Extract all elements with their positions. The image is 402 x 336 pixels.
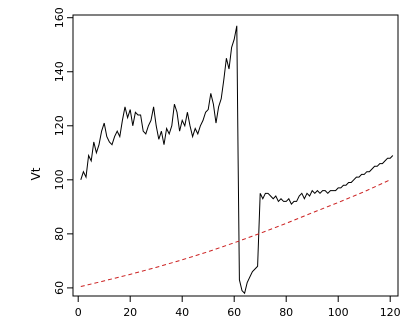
y-tick-label: 80 xyxy=(53,227,66,241)
x-axis: 0 20 40 60 80 100 120 xyxy=(75,296,401,319)
y-tick-label: 160 xyxy=(53,7,66,28)
series-layer xyxy=(80,25,394,295)
x-tick-label: 100 xyxy=(328,306,349,319)
x-tick-label: 20 xyxy=(123,306,137,319)
x-tick-label: 80 xyxy=(279,306,293,319)
y-tick-label: 140 xyxy=(53,61,66,82)
x-tick-label: 0 xyxy=(75,306,82,319)
y-axis-title: Vt xyxy=(29,167,43,180)
solid-series-line xyxy=(80,25,394,295)
plot-border xyxy=(72,14,399,297)
y-tick-label: 60 xyxy=(53,281,66,295)
x-tick-label: 40 xyxy=(175,306,189,319)
x-tick-label: 60 xyxy=(227,306,241,319)
plot-frame xyxy=(72,14,399,297)
y-tick-label: 100 xyxy=(53,169,66,190)
y-tick-label: 120 xyxy=(53,115,66,136)
dashed-series-line xyxy=(80,179,391,288)
x-tick-label: 120 xyxy=(380,306,401,319)
y-axis: 60 80 100 120 140 160 xyxy=(53,7,73,295)
